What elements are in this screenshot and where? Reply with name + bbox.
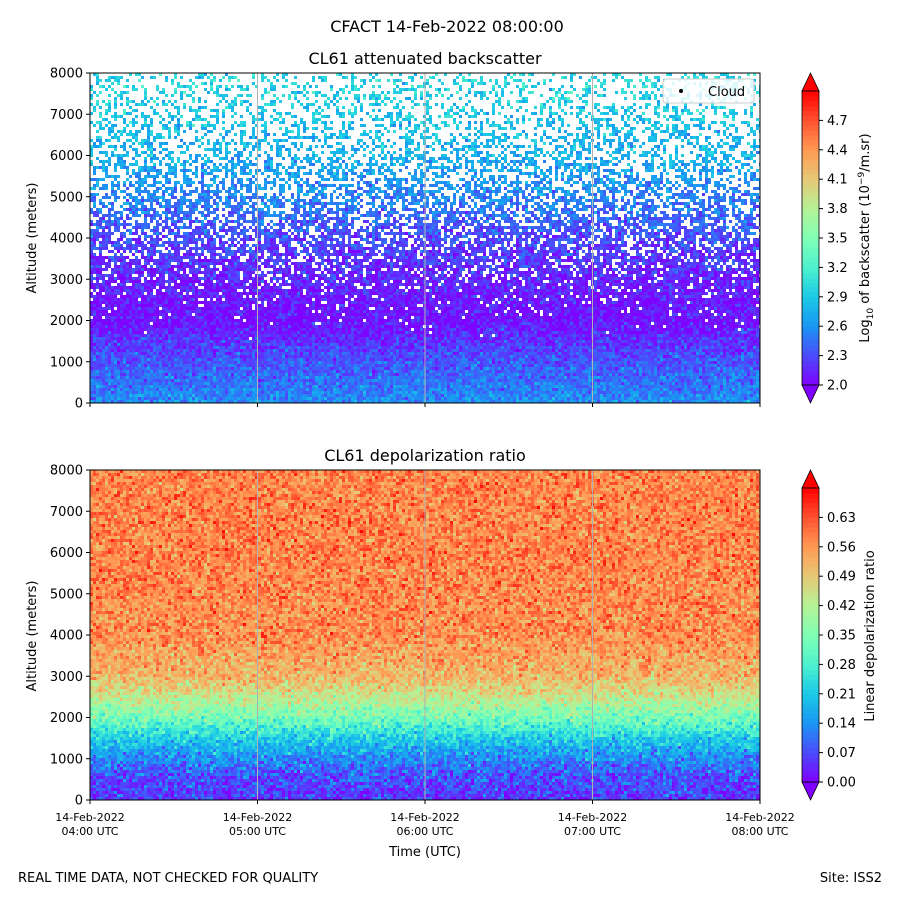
- colorbar-tick-label: 4.7: [827, 114, 848, 129]
- suptitle: CFACT 14-Feb-2022 08:00:00: [330, 17, 564, 36]
- colorbar-tick-label: 0.21: [827, 687, 856, 702]
- colorbar-tick-label: 0.35: [827, 629, 856, 644]
- colorbar-tick-label: 0.28: [827, 658, 856, 673]
- x-tick-label: 05:00 UTC: [229, 825, 286, 838]
- colorbar-tick-label: 4.1: [827, 173, 848, 188]
- x-tick-label: 14-Feb-2022: [55, 811, 124, 824]
- y-tick-label: 5000: [50, 190, 83, 205]
- y-tick-label: 1000: [50, 355, 83, 370]
- backscatter-colorbar: 2.0 2.3 2.6 2.9 3.2 3.5 3.8 4.1 4.4 4.7: [802, 73, 848, 403]
- y-tick-label: 1000: [50, 752, 83, 767]
- colorbar-tick-label: 2.6: [827, 320, 848, 335]
- y-tick-label: 3000: [50, 670, 83, 685]
- backscatter-colorbar-label: Log10 of backscatter (10−9/m.sr): [857, 133, 876, 342]
- y-tick-label: 4000: [50, 629, 83, 644]
- backscatter-y-ticks: 0 1000 2000 3000 4000 5000 6000 7000 8000: [50, 67, 90, 412]
- colorbar-tick-label: 0.63: [827, 511, 856, 526]
- backscatter-ylabel: Altitude (meters): [25, 183, 40, 294]
- y-tick-label: 8000: [50, 67, 83, 82]
- y-tick-label: 2000: [50, 314, 83, 329]
- cloud-legend-marker: [679, 89, 683, 93]
- y-tick-label: 8000: [50, 464, 83, 479]
- y-tick-label: 6000: [50, 546, 83, 561]
- colorbar-extend-max: [802, 470, 819, 488]
- x-tick-label: 04:00 UTC: [61, 825, 118, 838]
- colorbar-tick-label: 3.5: [827, 232, 848, 247]
- cloud-legend: Cloud: [663, 79, 754, 103]
- depolarization-ylabel: Altitude (meters): [25, 581, 40, 692]
- colorbar-tick-label: 4.4: [827, 143, 848, 158]
- backscatter-x-ticks: [90, 403, 760, 407]
- y-tick-label: 6000: [50, 149, 83, 164]
- depolarization-colorbar: 0.00 0.07 0.14 0.21 0.28 0.35 0.42 0.49 0.56 0.63: [802, 470, 856, 800]
- y-tick-label: 7000: [50, 505, 83, 520]
- x-tick-label: 08:00 UTC: [731, 825, 788, 838]
- x-tick-label: 14-Feb-2022: [725, 811, 794, 824]
- x-tick-label: 06:00 UTC: [396, 825, 453, 838]
- y-tick-label: 0: [75, 397, 83, 412]
- panel-backscatter: CL61 attenuated backscatter 0 1000 2000 300…: [25, 49, 876, 412]
- y-tick-label: 7000: [50, 108, 83, 123]
- backscatter-title: CL61 attenuated backscatter: [308, 49, 542, 68]
- x-tick-label: 07:00 UTC: [564, 825, 621, 838]
- backscatter-plot-area: [90, 73, 760, 403]
- colorbar-tick-label: 0.00: [827, 776, 856, 791]
- cloud-legend-label: Cloud: [708, 85, 745, 100]
- colorbar-tick-label: 0.49: [827, 570, 856, 585]
- colorbar-tick-label: 0.56: [827, 540, 856, 555]
- y-tick-label: 3000: [50, 273, 83, 288]
- colorbar-tick-label: 0.07: [827, 746, 856, 761]
- y-tick-label: 4000: [50, 232, 83, 247]
- colorbar-tick-label: 2.3: [827, 349, 848, 364]
- x-tick-label: 14-Feb-2022: [558, 811, 627, 824]
- depolarization-title: CL61 depolarization ratio: [324, 446, 526, 465]
- x-tick-label: 14-Feb-2022: [390, 811, 459, 824]
- colorbar-extend-max: [802, 73, 819, 91]
- site-label: Site: ISS2: [820, 871, 882, 886]
- colorbar-tick-label: 3.2: [827, 261, 848, 276]
- y-tick-label: 2000: [50, 711, 83, 726]
- colorbar-extend-min: [802, 782, 819, 800]
- depolarization-plot-area: [90, 470, 760, 800]
- depolarization-colorbar-label: Linear depolarization ratio: [863, 550, 878, 721]
- colorbar-tick-label: 3.8: [827, 202, 848, 217]
- depolarization-xlabel: Time (UTC): [388, 845, 461, 860]
- depolarization-y-ticks: 0 1000 2000 3000 4000 5000 6000 7000 8000: [50, 464, 90, 809]
- colorbar-tick-label: 2.0: [827, 379, 848, 394]
- y-tick-label: 5000: [50, 587, 83, 602]
- quality-disclaimer: REAL TIME DATA, NOT CHECKED FOR QUALITY: [18, 871, 318, 886]
- colorbar-extend-min: [802, 385, 819, 403]
- y-tick-label: 0: [75, 794, 83, 809]
- colorbar-tick-label: 2.9: [827, 290, 848, 305]
- x-tick-label: 14-Feb-2022: [223, 811, 292, 824]
- colorbar-tick-label: 0.14: [827, 717, 856, 732]
- colorbar-tick-label: 0.42: [827, 599, 856, 614]
- panel-depolarization: CL61 depolarization ratio 0 1000 2000 3000 4…: [25, 446, 878, 860]
